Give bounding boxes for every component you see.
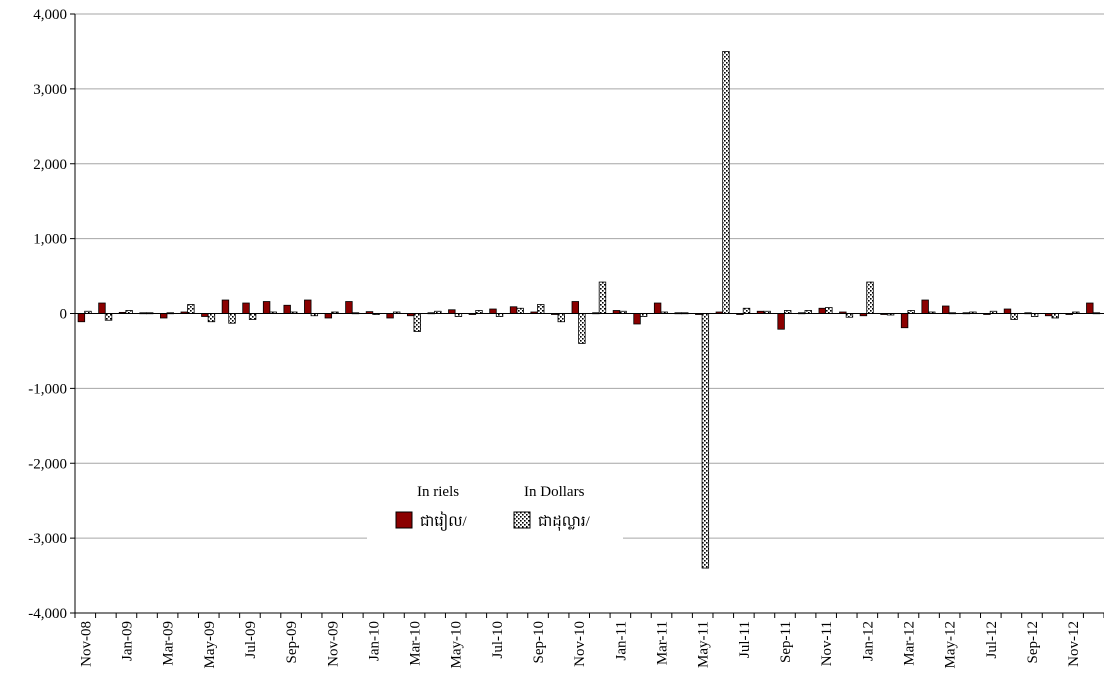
bar-riels-Nov-10 bbox=[571, 301, 580, 314]
bar-dollars-May-11 bbox=[701, 313, 710, 569]
y-tick-label-2: -2,000 bbox=[28, 456, 67, 472]
bar-dollars-Oct-10 bbox=[557, 313, 566, 323]
bar-riels-Nov-08 bbox=[77, 313, 86, 323]
bar-riels-Sep-09 bbox=[283, 304, 291, 314]
bar-riels-Dec-09 bbox=[345, 301, 353, 314]
x-tick-label-May-09: May-09 bbox=[202, 621, 218, 669]
x-tick-label-Mar-11: Mar-11 bbox=[655, 621, 671, 665]
x-tick-label-Jul-09: Jul-09 bbox=[243, 621, 259, 659]
legend: In riels In Dollars ជារៀល/ ជាដុល្លារ/ bbox=[367, 473, 623, 541]
x-tick-label-Jan-10: Jan-10 bbox=[366, 621, 382, 661]
bar-riels-Mar-11 bbox=[653, 302, 662, 314]
bar-riels-Apr-12 bbox=[921, 299, 929, 314]
bar-dollars-Aug-10 bbox=[516, 307, 524, 314]
x-tick-label-Jul-10: Jul-10 bbox=[490, 621, 506, 659]
bar-dollars-Jul-11 bbox=[742, 307, 751, 314]
x-tick-label-Nov-12: Nov-12 bbox=[1066, 621, 1082, 667]
legend-swatch-dollars bbox=[513, 511, 531, 529]
x-tick-label-Nov-11: Nov-11 bbox=[819, 621, 835, 666]
x-tick-label-Sep-09: Sep-09 bbox=[284, 621, 300, 664]
legend-header-riels: In riels bbox=[417, 484, 459, 500]
x-tick-label-Sep-11: Sep-11 bbox=[778, 621, 794, 663]
bar-dollars-Dec-10 bbox=[598, 281, 607, 314]
x-tick-label-Mar-09: Mar-09 bbox=[161, 621, 177, 666]
x-tick-label-May-12: May-12 bbox=[943, 621, 959, 669]
bar-riels-Jul-10 bbox=[489, 308, 497, 314]
bar-riels-Jul-09 bbox=[242, 302, 250, 314]
bar-dollars-Sep-10 bbox=[537, 304, 545, 314]
bar-riels-Oct-09 bbox=[304, 299, 312, 314]
x-tick-label-May-10: May-10 bbox=[449, 621, 465, 669]
bar-riels-Dec-12 bbox=[1086, 302, 1094, 314]
x-tick-label-Mar-10: Mar-10 bbox=[408, 621, 424, 666]
bar-riels-Nov-09 bbox=[324, 313, 333, 319]
x-axis-ticks: Nov-08 Jan-09 Mar-09 May-09 Jul-09 Sep-09 Nov-… bbox=[74, 613, 1104, 669]
bar-riels-Sep-11 bbox=[777, 313, 785, 330]
bar-riels-Nov-11 bbox=[818, 307, 826, 314]
bar-riels-Feb-10 bbox=[386, 313, 394, 319]
bar-riels-Aug-12 bbox=[1003, 308, 1012, 314]
y-tick-label-1: -3,000 bbox=[28, 531, 67, 547]
bar-riels-Aug-09 bbox=[262, 301, 271, 314]
bar-dollars-Jan-12 bbox=[866, 281, 874, 314]
bar-riels-Aug-10 bbox=[509, 306, 518, 314]
legend-swatch-riels bbox=[395, 511, 413, 529]
bar-riels-Mar-12 bbox=[900, 313, 909, 329]
y-tick-label-6: 2,000 bbox=[33, 157, 67, 173]
bar-riels-Mar-09 bbox=[160, 313, 168, 319]
bar-riels-May-12 bbox=[942, 305, 950, 314]
legend-label-dollars: ជាដុល្លារ/ bbox=[538, 514, 591, 531]
bar-dollars-Dec-08 bbox=[104, 313, 113, 321]
x-tick-label-Nov-10: Nov-10 bbox=[572, 621, 588, 667]
bar-dollars-Jun-09 bbox=[228, 313, 236, 324]
x-tick-label-Jan-11: Jan-11 bbox=[613, 621, 629, 660]
y-tick-label-3: -1,000 bbox=[28, 381, 67, 397]
legend-header-dollars: In Dollars bbox=[524, 484, 585, 500]
y-tick-label-8: 4,000 bbox=[33, 7, 67, 23]
bar-dollars-May-09 bbox=[207, 313, 216, 323]
x-tick-label-Mar-12: Mar-12 bbox=[901, 621, 917, 666]
y-axis-ticks: -4,000 -3,000 -2,000 -1,000 0 1,000 2,000 3,000… bbox=[28, 7, 75, 622]
bar-dollars-Jul-09 bbox=[248, 313, 257, 320]
y-tick-label-5: 1,000 bbox=[33, 232, 67, 248]
bar-riels-May-10 bbox=[448, 309, 456, 314]
bar-dollars-Nov-11 bbox=[825, 307, 833, 314]
x-tick-label-Jul-12: Jul-12 bbox=[984, 621, 1000, 659]
x-tick-label-Jul-11: Jul-11 bbox=[737, 621, 753, 658]
bar-dollars-Mar-10 bbox=[413, 313, 421, 332]
x-tick-label-Nov-09: Nov-09 bbox=[325, 621, 341, 667]
x-tick-label-Jan-12: Jan-12 bbox=[860, 621, 876, 661]
bar-dollars-Oct-12 bbox=[1051, 313, 1059, 319]
y-tick-label-0: -4,000 bbox=[28, 606, 67, 622]
x-tick-label-Nov-08: Nov-08 bbox=[78, 621, 94, 667]
bar-riels-Jun-09 bbox=[221, 299, 230, 314]
x-tick-label-Sep-12: Sep-12 bbox=[1025, 621, 1041, 664]
legend-box bbox=[367, 473, 623, 541]
bar-dollars-Aug-12 bbox=[1010, 313, 1018, 320]
bar-dollars-Dec-11 bbox=[845, 313, 854, 318]
bar-dollars-Apr-09 bbox=[187, 304, 195, 314]
y-tick-label-4: 0 bbox=[60, 307, 68, 323]
x-tick-label-Sep-10: Sep-10 bbox=[531, 621, 547, 664]
x-tick-label-Jan-09: Jan-09 bbox=[119, 621, 135, 661]
x-tick-label-May-11: May-11 bbox=[696, 621, 712, 668]
legend-label-riels: ជារៀល/ bbox=[420, 511, 468, 531]
bar-riels-Dec-08 bbox=[98, 302, 106, 314]
y-tick-label-7: 3,000 bbox=[33, 82, 67, 98]
bar-dollars-Jun-11 bbox=[722, 51, 730, 314]
bar-dollars-Nov-10 bbox=[578, 313, 586, 344]
bar-riels-Feb-11 bbox=[633, 313, 641, 325]
